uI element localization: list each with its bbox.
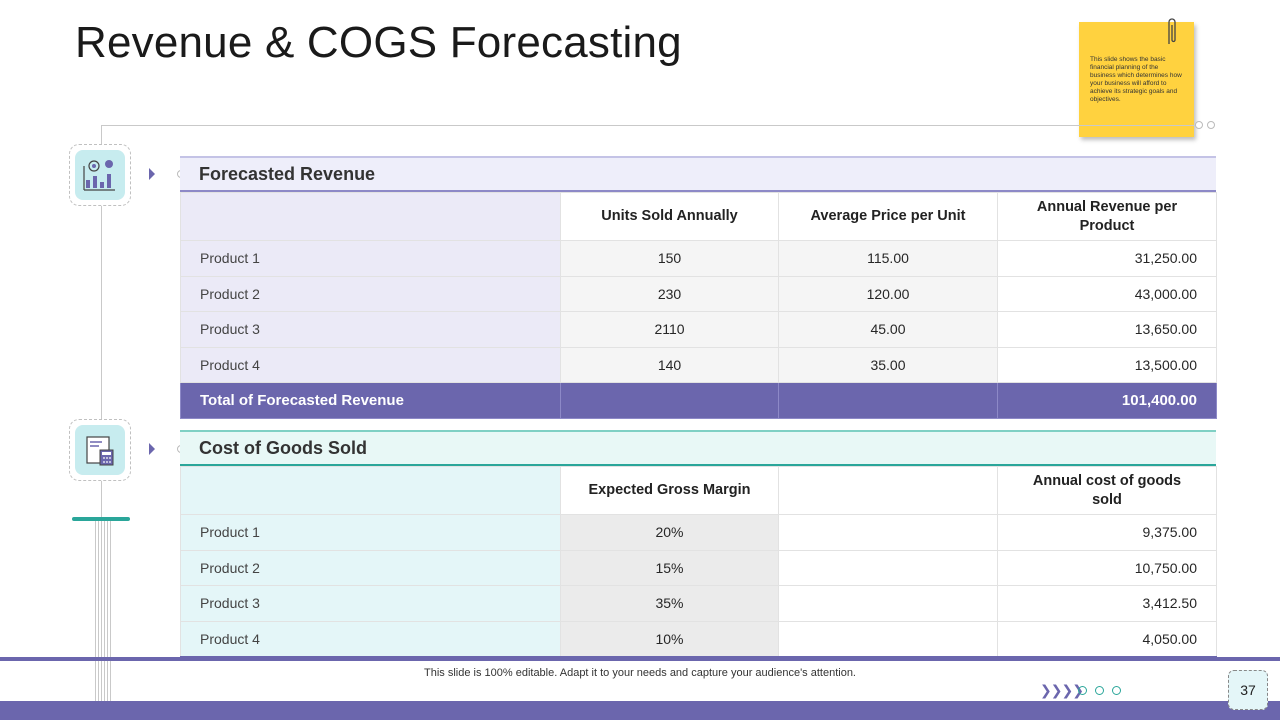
product-cell: Product 3 xyxy=(180,311,561,348)
product-cell: Product 3 xyxy=(180,585,561,622)
revenue-cell: 43,000.00 xyxy=(997,275,1217,312)
section-arrow-icon xyxy=(149,443,155,455)
table-header-row: Units Sold Annually Average Price per Un… xyxy=(180,192,1217,241)
table-row: Product 3 2110 45.00 13,650.00 xyxy=(180,311,1217,348)
margin-cell: 10% xyxy=(560,620,779,658)
units-cell: 140 xyxy=(560,346,779,383)
table-header-row: Expected Gross Margin Annual cost of goo… xyxy=(180,466,1217,515)
empty-cell xyxy=(778,549,998,586)
product-cell: Product 2 xyxy=(180,549,561,586)
total-row: Total of Forecasted Revenue 101,400.00 xyxy=(180,382,1217,419)
header-cell xyxy=(180,466,561,515)
teal-accent-bar xyxy=(72,517,130,521)
table-row: Product 4 140 35.00 13,500.00 xyxy=(180,346,1217,383)
table-row: Product 2 15% 10,750.00 xyxy=(180,549,1217,586)
timeline-line xyxy=(95,520,96,720)
empty-cell xyxy=(560,382,779,419)
cost-cell: 3,412.50 xyxy=(997,585,1217,622)
cogs-icon-frame xyxy=(69,419,131,481)
product-cell: Product 2 xyxy=(180,275,561,312)
timeline-line xyxy=(104,520,105,720)
total-label: Total of Forecasted Revenue xyxy=(180,382,561,419)
margin-cell: 15% xyxy=(560,549,779,586)
revenue-chart-icon xyxy=(83,160,115,191)
footer-text: This slide is 100% editable. Adapt it to… xyxy=(424,667,856,679)
cost-cell: 4,050.00 xyxy=(997,620,1217,658)
timeline-line xyxy=(110,520,111,720)
timeline-ring xyxy=(1195,121,1203,129)
product-cell: Product 1 xyxy=(180,514,561,551)
chevrons-icon: ❯❯❯❯ xyxy=(1040,682,1084,698)
empty-cell xyxy=(778,382,998,419)
table-row: Product 1 150 115.00 31,250.00 xyxy=(180,240,1217,277)
header-cell: Expected Gross Margin xyxy=(560,466,779,515)
price-cell: 115.00 xyxy=(778,240,998,277)
slide-title: Revenue & COGS Forecasting xyxy=(75,18,682,67)
cost-cell: 10,750.00 xyxy=(997,549,1217,586)
cost-cell: 9,375.00 xyxy=(997,514,1217,551)
margin-cell: 20% xyxy=(560,514,779,551)
paperclip-icon xyxy=(1168,18,1176,44)
table-row: Product 1 20% 9,375.00 xyxy=(180,514,1217,551)
nav-dot xyxy=(1078,686,1087,695)
forecasted-revenue-heading: Forecasted Revenue xyxy=(180,156,1216,192)
header-cell: Annual cost of goods sold xyxy=(997,466,1217,515)
footer-bottom-bar xyxy=(0,701,1280,720)
table-row: Product 2 230 120.00 43,000.00 xyxy=(180,275,1217,312)
price-cell: 35.00 xyxy=(778,346,998,383)
empty-cell xyxy=(778,620,998,658)
product-cell: Product 4 xyxy=(180,620,561,658)
timeline-line xyxy=(98,520,99,720)
price-cell: 45.00 xyxy=(778,311,998,348)
header-cell: Annual Revenue per Product xyxy=(997,192,1217,241)
units-cell: 230 xyxy=(560,275,779,312)
units-cell: 2110 xyxy=(560,311,779,348)
empty-cell xyxy=(778,514,998,551)
table-row: Product 4 10% 4,050.00 xyxy=(180,620,1217,658)
page-number: 37 xyxy=(1228,670,1268,710)
nav-dot xyxy=(1095,686,1104,695)
sticky-note-text: This slide shows the basic financial pla… xyxy=(1090,56,1182,103)
empty-cell xyxy=(778,585,998,622)
margin-cell: 35% xyxy=(560,585,779,622)
revenue-cell: 13,650.00 xyxy=(997,311,1217,348)
timeline-ring xyxy=(1207,121,1215,129)
header-cell: Units Sold Annually xyxy=(560,192,779,241)
header-cell: Average Price per Unit xyxy=(778,192,998,241)
cogs-heading: Cost of Goods Sold xyxy=(180,430,1216,466)
footer-top-bar xyxy=(0,657,1280,661)
price-cell: 120.00 xyxy=(778,275,998,312)
revenue-cell: 13,500.00 xyxy=(997,346,1217,383)
total-value: 101,400.00 xyxy=(997,382,1217,419)
nav-dot xyxy=(1112,686,1121,695)
header-cell xyxy=(180,192,561,241)
section-arrow-icon xyxy=(149,168,155,180)
cogs-table: Expected Gross Margin Annual cost of goo… xyxy=(180,466,1217,658)
table-row: Product 3 35% 3,412.50 xyxy=(180,585,1217,622)
calculator-report-icon xyxy=(86,436,114,466)
product-cell: Product 4 xyxy=(180,346,561,383)
timeline-top-line xyxy=(101,125,1194,126)
revenue-cell: 31,250.00 xyxy=(997,240,1217,277)
units-cell: 150 xyxy=(560,240,779,277)
revenue-icon-frame xyxy=(69,144,131,206)
timeline-line xyxy=(107,520,108,720)
forecasted-revenue-table: Units Sold Annually Average Price per Un… xyxy=(180,192,1217,419)
product-cell: Product 1 xyxy=(180,240,561,277)
header-cell xyxy=(778,466,998,515)
